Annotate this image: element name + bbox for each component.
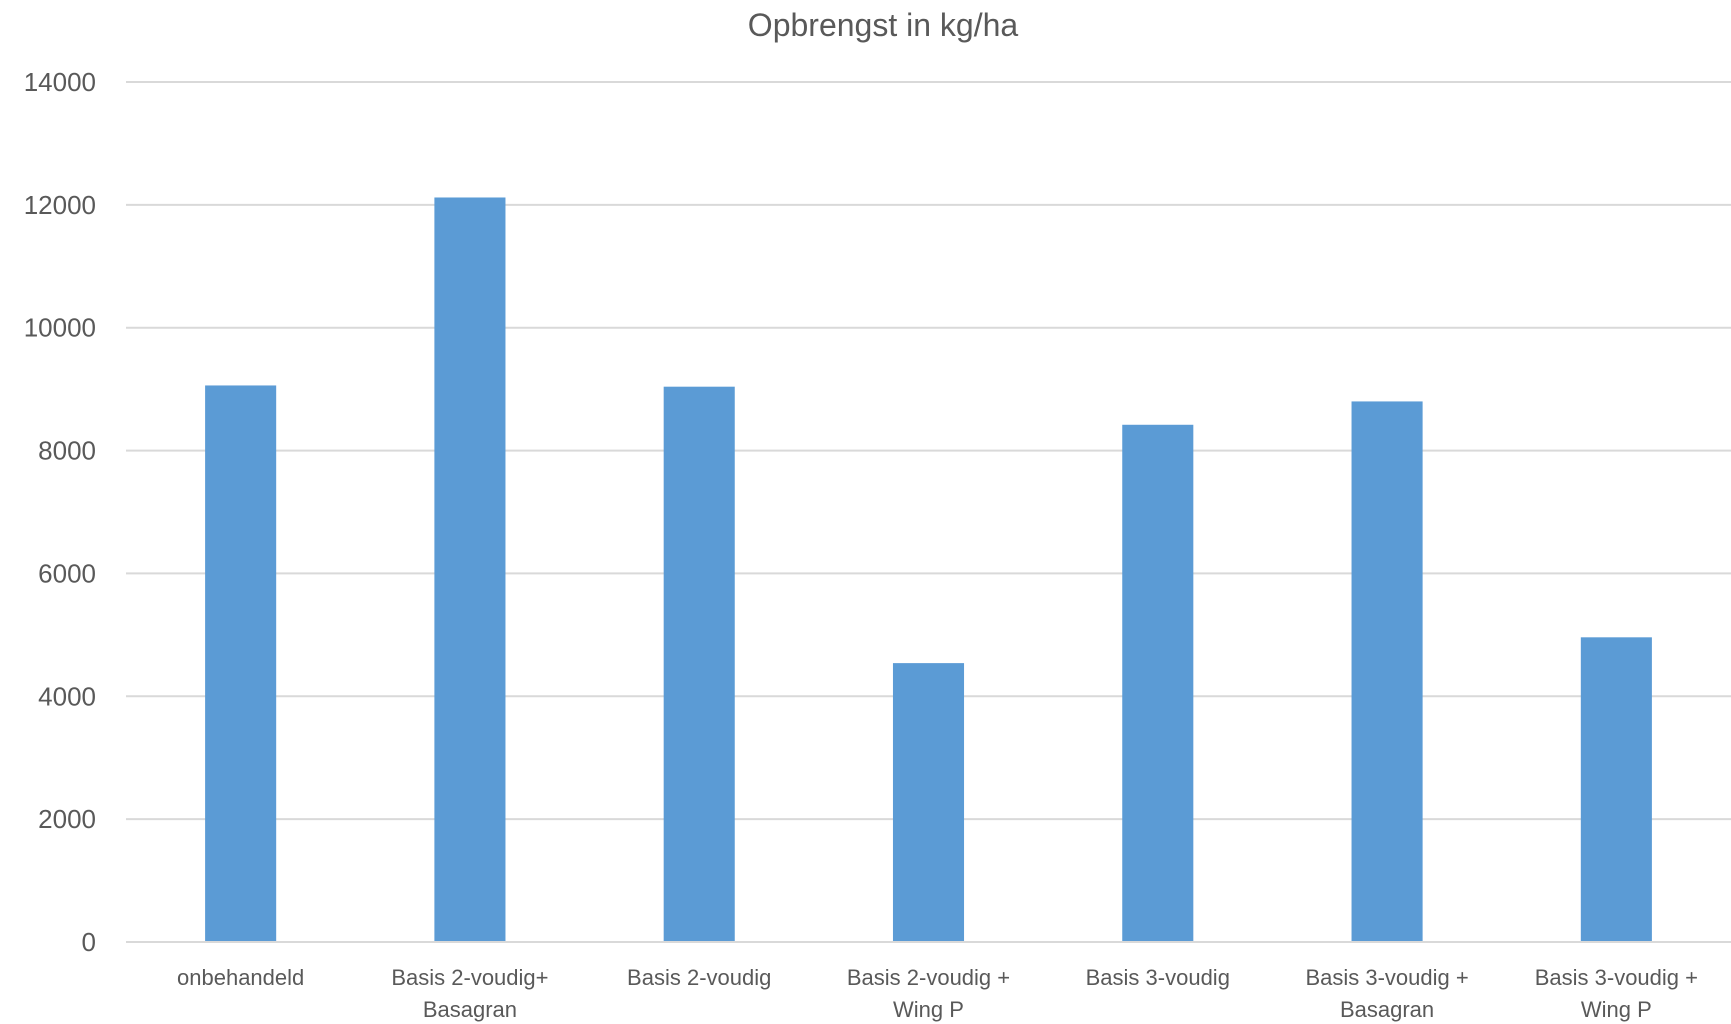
x-category-label: Basagran [423, 997, 517, 1022]
y-tick-label: 6000 [38, 558, 96, 588]
y-tick-label: 10000 [24, 313, 96, 343]
bars [205, 197, 1652, 943]
x-category-label: Basis 3-voudig + [1305, 965, 1468, 990]
bar [1580, 637, 1652, 942]
x-category-label: Basagran [1340, 997, 1434, 1022]
x-category-label: Wing P [1581, 997, 1652, 1022]
bar [1351, 401, 1423, 942]
x-category-label: Basis 2-voudig [627, 965, 771, 990]
y-tick-label: 0 [82, 927, 96, 957]
x-category-label: Basis 3-voudig + [1535, 965, 1698, 990]
gridlines [126, 81, 1731, 821]
y-tick-label: 8000 [38, 436, 96, 466]
y-axis-ticks: 0 2000 4000 6000 8000 10000 12000 14000 [24, 67, 96, 957]
y-tick-label: 2000 [38, 804, 96, 834]
x-category-label: Basis 3-voudig [1086, 965, 1230, 990]
y-tick-label: 12000 [24, 190, 96, 220]
x-category-label: onbehandeld [177, 965, 304, 990]
y-tick-label: 14000 [24, 67, 96, 97]
x-axis-labels: onbehandeld Basis 2-voudig+ Basagran Basis … [177, 965, 1698, 1022]
bar [663, 386, 735, 943]
x-category-label: Basis 2-voudig+ [391, 965, 548, 990]
bar [434, 197, 506, 942]
bar [892, 663, 965, 942]
chart-title: Opbrengst in kg/ha [748, 7, 1019, 43]
y-tick-label: 4000 [38, 681, 96, 711]
bar [205, 385, 277, 942]
x-category-label: Basis 2-voudig + [847, 965, 1010, 990]
bar [1122, 424, 1194, 942]
x-category-label: Wing P [893, 997, 964, 1022]
